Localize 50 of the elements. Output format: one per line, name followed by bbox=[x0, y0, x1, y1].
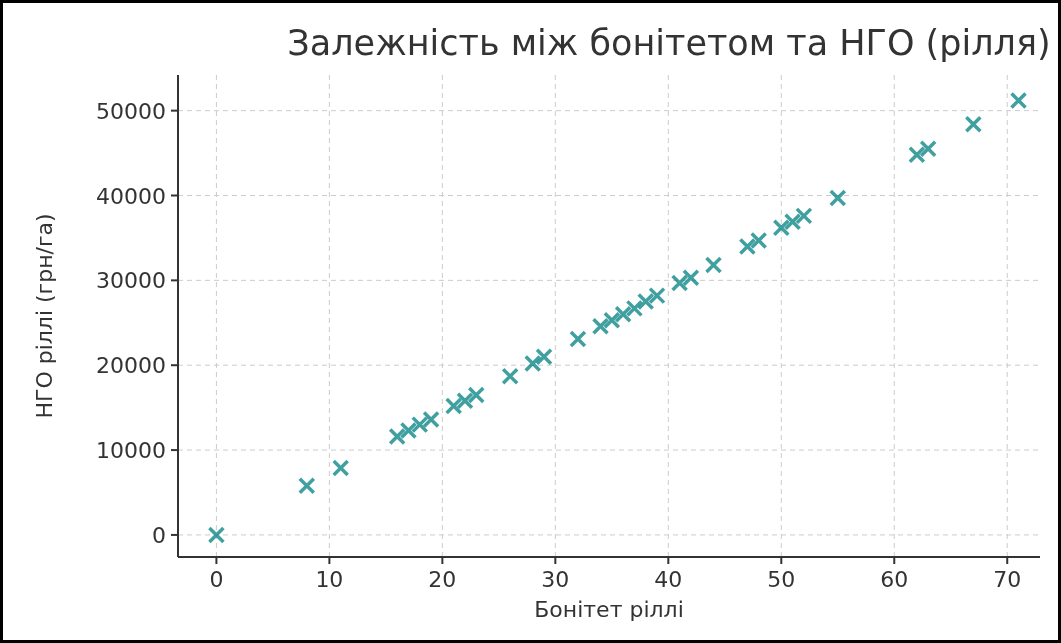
x-tick-label: 60 bbox=[880, 567, 909, 592]
point bbox=[331, 459, 350, 477]
point bbox=[411, 415, 429, 434]
point bbox=[467, 386, 485, 404]
point bbox=[399, 421, 418, 440]
x-tick-label: 40 bbox=[654, 567, 683, 592]
x-tick-label: 20 bbox=[428, 567, 457, 592]
point bbox=[704, 256, 723, 274]
point bbox=[603, 311, 621, 329]
x-axis-title: Бонітет ріллі bbox=[534, 597, 684, 622]
point bbox=[749, 231, 768, 250]
point bbox=[625, 299, 644, 318]
point bbox=[795, 207, 813, 225]
point bbox=[591, 317, 610, 335]
x-tick-label: 70 bbox=[993, 567, 1022, 592]
y-tick-label: 40000 bbox=[96, 183, 166, 209]
point bbox=[783, 213, 802, 231]
y-tick-label: 30000 bbox=[96, 268, 166, 294]
point bbox=[523, 354, 542, 373]
x-tick-label: 50 bbox=[767, 567, 796, 592]
point bbox=[535, 347, 553, 366]
y-axis-title: НГО ріллі (грн/га) bbox=[32, 213, 57, 419]
x-tick-label: 30 bbox=[541, 567, 570, 592]
point bbox=[1009, 91, 1028, 110]
point bbox=[207, 526, 226, 544]
y-tick-label: 10000 bbox=[96, 438, 166, 464]
point bbox=[501, 367, 519, 385]
x-tick-label: 10 bbox=[315, 567, 344, 592]
point bbox=[829, 189, 847, 207]
point bbox=[569, 330, 587, 348]
x-tick-label: 0 bbox=[209, 567, 224, 592]
point bbox=[298, 476, 316, 495]
point bbox=[964, 115, 983, 133]
point bbox=[772, 219, 791, 237]
point bbox=[648, 286, 666, 305]
point bbox=[636, 292, 655, 311]
y-tick-label: 0 bbox=[152, 522, 166, 548]
point bbox=[614, 305, 632, 324]
point bbox=[908, 146, 926, 164]
point bbox=[456, 392, 474, 410]
point bbox=[682, 269, 700, 287]
point bbox=[388, 427, 406, 446]
y-tick-label: 50000 bbox=[96, 98, 166, 124]
point bbox=[919, 140, 937, 158]
chart-title: Залежність між бонітетом та НГО (рілля) bbox=[287, 23, 1051, 63]
point bbox=[444, 397, 463, 415]
point bbox=[422, 410, 440, 429]
y-tick-label: 20000 bbox=[96, 353, 166, 379]
point bbox=[670, 274, 689, 292]
point bbox=[738, 237, 757, 256]
